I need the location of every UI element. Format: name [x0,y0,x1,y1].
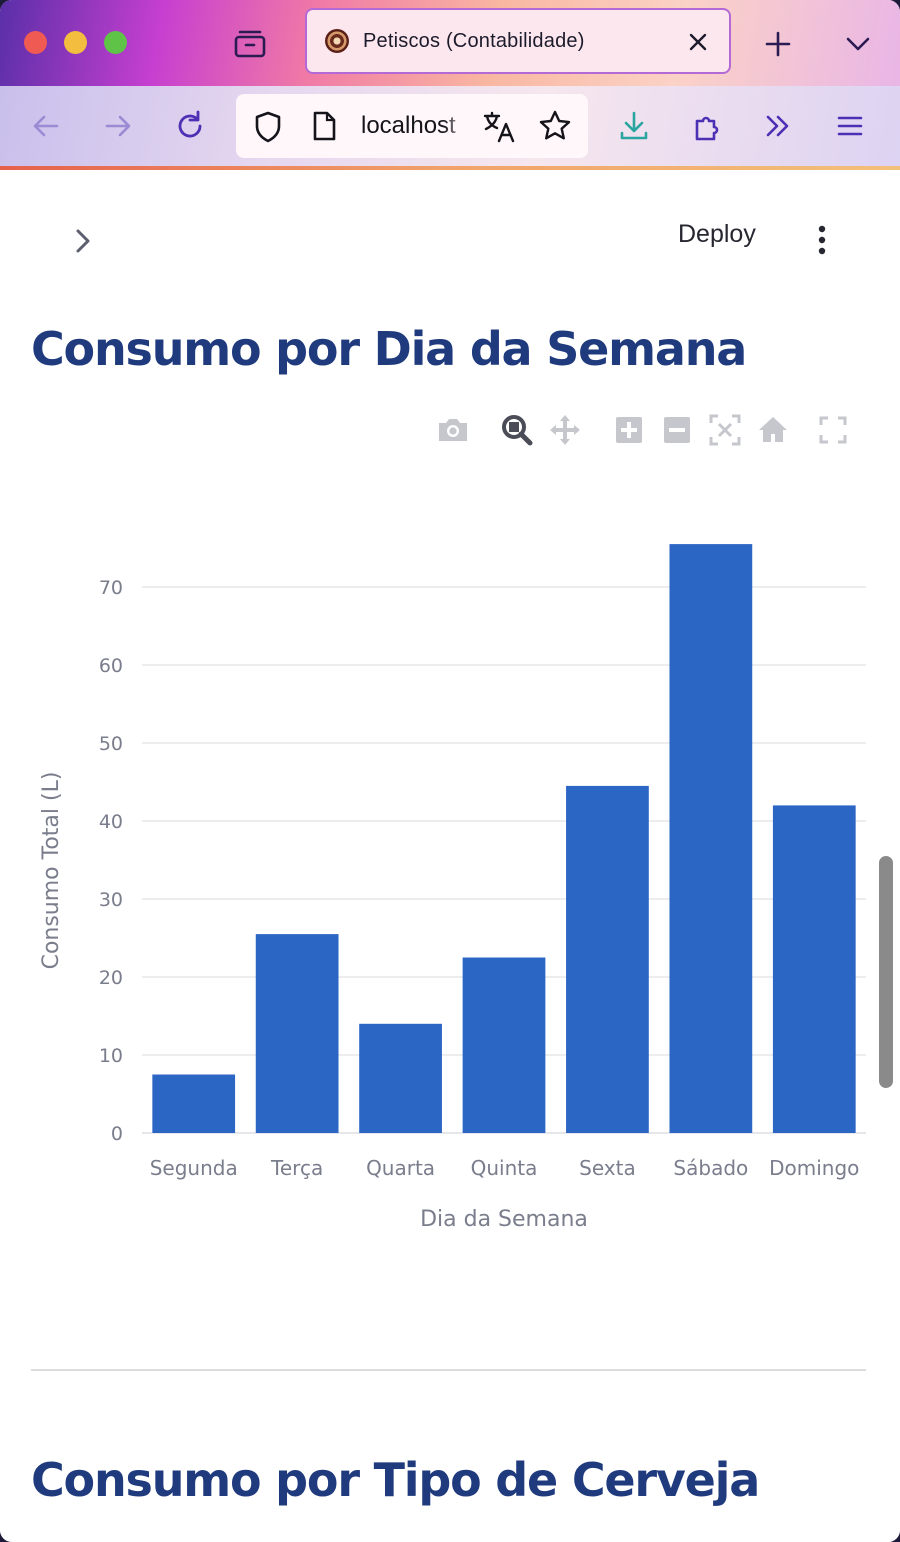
maximize-window-button[interactable] [104,31,127,54]
tab-title: Petiscos (Contabilidade) [363,29,585,52]
y-tick-label: 50 [99,733,123,755]
x-tick-label: Segunda [150,1156,238,1180]
downloads-icon[interactable] [614,106,654,146]
favicon-icon [325,29,349,53]
translate-icon[interactable] [482,110,516,148]
tab-bar: Petiscos (Contabilidade) [0,0,900,86]
zoom-icon[interactable] [500,413,534,447]
app-page: Deploy Consumo por Dia da Semana [0,170,900,1542]
y-tick-label: 30 [99,889,123,911]
section-heading-beer-type: Consumo por Tipo de Cerveja [31,1453,760,1507]
back-arrow-icon[interactable] [26,106,66,146]
accent-line [0,166,900,170]
main-menu-kebab-icon[interactable] [808,222,836,258]
zoom-out-icon[interactable] [660,413,694,447]
page-scrollbar[interactable] [879,856,893,1088]
close-window-button[interactable] [24,31,47,54]
bar-5 [566,785,649,1133]
x-tick-label: Domingo [769,1156,859,1180]
menu-icon[interactable] [830,106,870,146]
x-tick-label: Terça [270,1156,323,1180]
page-icon [310,110,338,146]
y-tick-label: 70 [99,577,123,599]
bar-3 [359,1023,442,1133]
y-tick-label: 10 [99,1045,123,1067]
x-tick-label: Sábado [673,1156,748,1180]
more-tools-chevrons-icon[interactable] [758,106,798,146]
url-text[interactable]: localhost [361,112,456,139]
bookmark-star-icon[interactable] [538,109,572,147]
y-tick-label: 40 [99,811,123,833]
tab-active[interactable]: Petiscos (Contabilidade) [305,8,731,74]
shield-icon[interactable] [252,110,284,148]
section-heading-weekday: Consumo por Dia da Semana [31,322,747,376]
forward-arrow-icon[interactable] [98,106,138,146]
close-tab-icon[interactable] [683,27,713,61]
x-axis-title: Dia da Semana [420,1207,588,1232]
pan-icon[interactable] [548,413,582,447]
camera-icon[interactable] [436,413,470,447]
deploy-button[interactable]: Deploy [678,220,756,248]
x-tick-label: Quinta [471,1156,538,1180]
y-tick-label: 20 [99,967,123,989]
minimize-window-button[interactable] [64,31,87,54]
weekday-consumption-bar-chart[interactable]: 0 10 20 30 40 50 60 70 Segunda Terça Quarta Quinta S… [0,520,900,1240]
fullscreen-icon[interactable] [816,413,850,447]
tab-groups-icon[interactable] [232,26,268,62]
x-tick-label: Sexta [579,1156,636,1180]
list-tabs-chevron-down-icon[interactable] [840,26,876,62]
reload-icon[interactable] [170,106,210,146]
bar-2 [255,934,339,1133]
bar-7 [772,805,856,1133]
section-divider [31,1369,866,1371]
y-tick-label: 60 [99,655,123,677]
chart-modebar [430,413,870,453]
bar-6 [669,544,753,1133]
x-tick-label: Quarta [366,1156,435,1180]
url-bar[interactable]: localhost [236,94,588,158]
reset-axes-home-icon[interactable] [756,413,790,447]
navigation-toolbar: localhost [0,86,900,166]
autoscale-icon[interactable] [708,413,742,447]
y-axis-title: Consumo Total (L) [39,772,64,970]
bar-1 [152,1074,236,1133]
sidebar-expand-chevron-icon[interactable] [68,226,98,256]
bar-4 [462,957,546,1133]
y-tick-label: 0 [111,1123,123,1145]
extensions-icon[interactable] [688,106,728,146]
zoom-in-icon[interactable] [612,413,646,447]
new-tab-icon[interactable] [760,26,796,62]
